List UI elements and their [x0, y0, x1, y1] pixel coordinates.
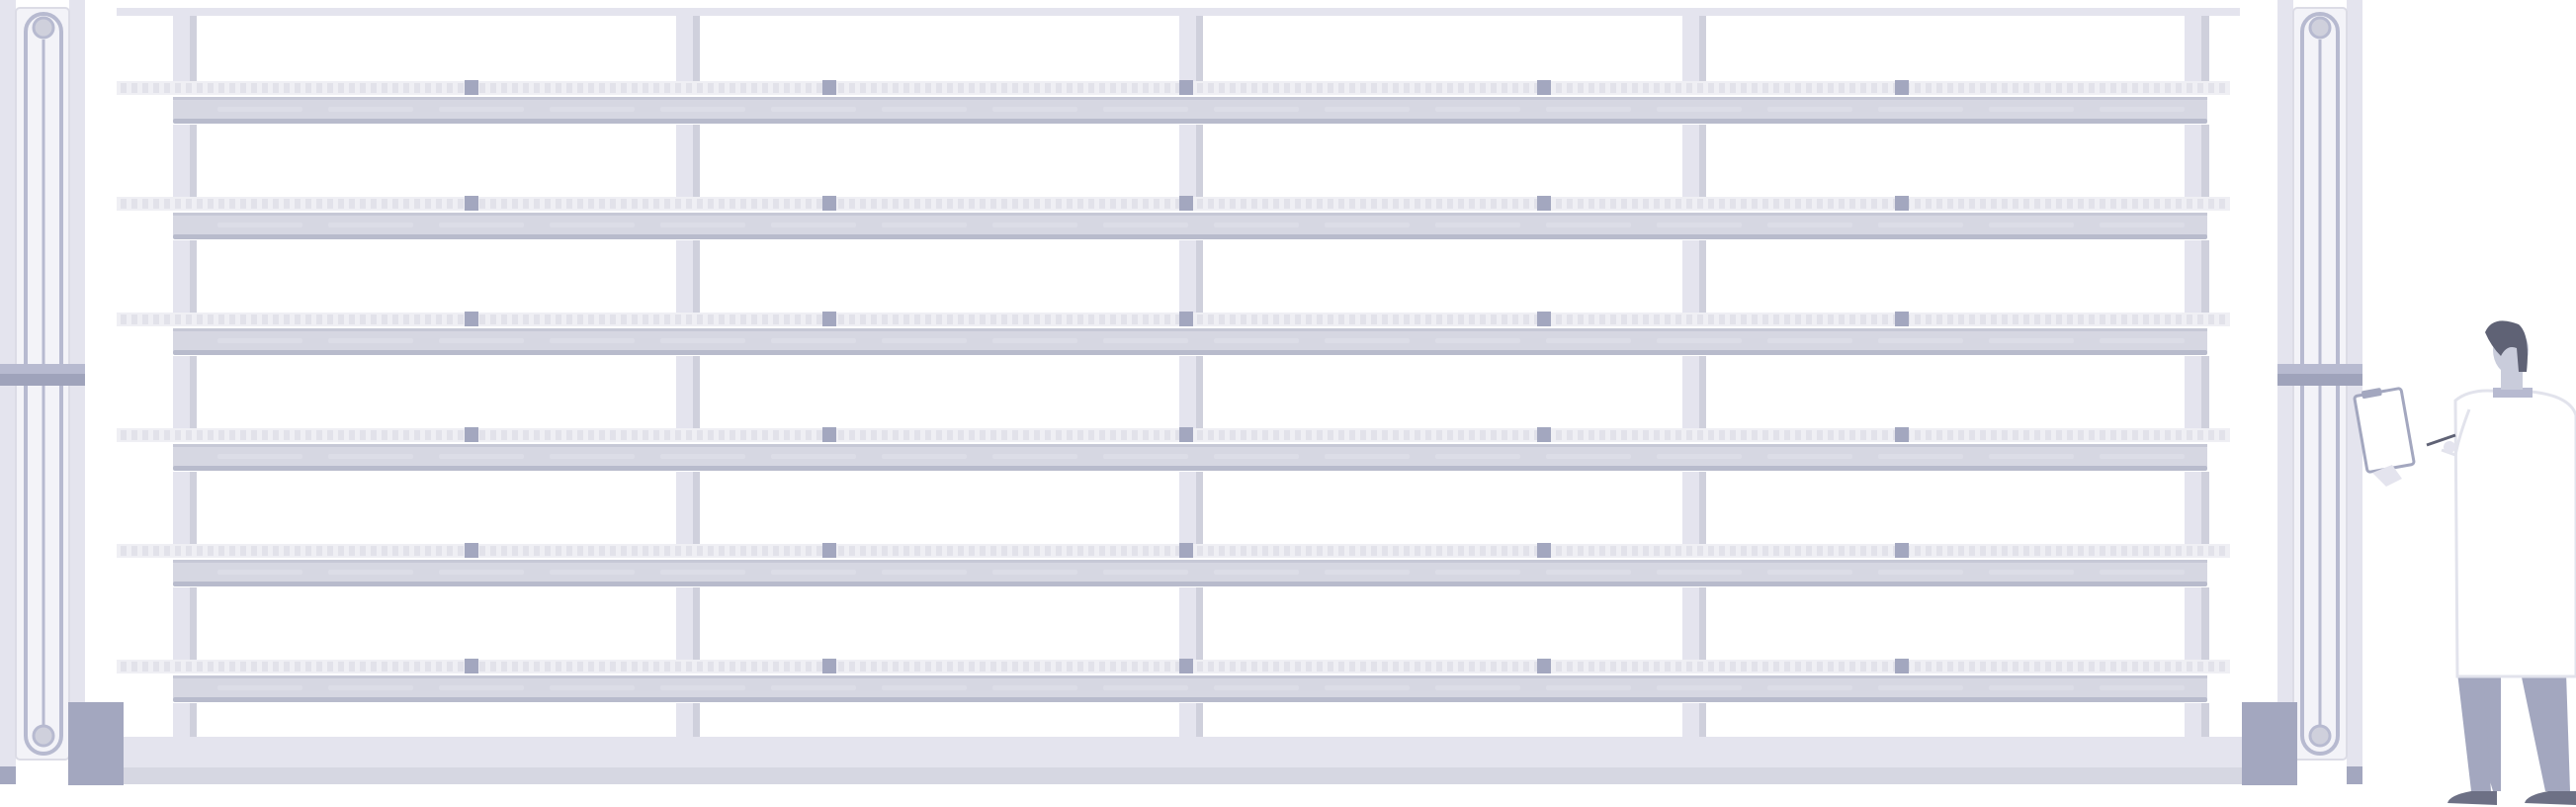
rail-joint [1895, 659, 1909, 673]
rail-joint [1179, 659, 1193, 673]
storage-rack-icon [117, 8, 2240, 737]
rail-joint [465, 659, 478, 673]
rail-joint [465, 80, 478, 95]
rail-joint [822, 427, 836, 442]
rail-joint [1179, 427, 1193, 442]
rail-joint [465, 312, 478, 326]
roller-rail [117, 197, 2230, 211]
roller-rail [117, 660, 2230, 673]
rail-joint [822, 659, 836, 673]
rail-joint [1537, 80, 1551, 95]
roller-rail [117, 428, 2230, 442]
rail-joint [822, 312, 836, 326]
left-lift-icon [0, 0, 124, 785]
rail-joint [1895, 427, 1909, 442]
roller-rail [117, 544, 2230, 558]
right-lift-icon [2242, 0, 2362, 785]
rail-joint [465, 196, 478, 211]
shelf-board [173, 328, 2207, 354]
shelf-board [173, 97, 2207, 123]
rail-joint [1537, 543, 1551, 558]
worker-with-clipboard-icon [2353, 320, 2576, 805]
rail-joint [1895, 312, 1909, 326]
shelf-board [173, 213, 2207, 238]
shelf-board [173, 675, 2207, 701]
shelf-board [173, 444, 2207, 470]
rail-joint [1895, 543, 1909, 558]
clipboard-icon [2353, 387, 2416, 474]
rack-base [124, 737, 2242, 784]
rail-joint [465, 543, 478, 558]
rail-joint [822, 543, 836, 558]
rail-joint [1179, 196, 1193, 211]
rail-joint [465, 427, 478, 442]
rail-joint [1537, 427, 1551, 442]
rail-joint [1537, 312, 1551, 326]
rail-joint [1537, 196, 1551, 211]
roller-rail [117, 313, 2230, 326]
shelf-board [173, 560, 2207, 585]
rail-joint [1895, 196, 1909, 211]
rail-joint [1179, 80, 1193, 95]
rail-joint [1537, 659, 1551, 673]
rail-joint [1179, 312, 1193, 326]
rail-joint [1895, 80, 1909, 95]
rail-joint [1179, 543, 1193, 558]
rail-joint [822, 80, 836, 95]
roller-rail [117, 81, 2230, 95]
rail-joint [822, 196, 836, 211]
